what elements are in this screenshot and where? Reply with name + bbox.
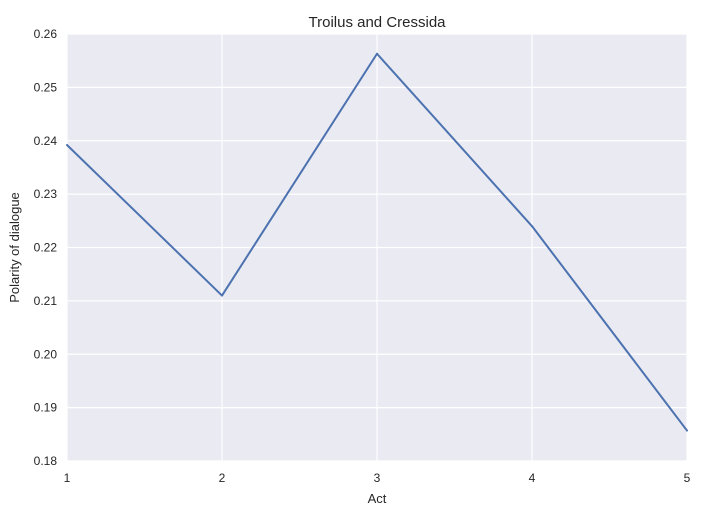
x-tick-label: 4 [529,471,536,485]
chart-title: Troilus and Cressida [309,14,447,31]
x-tick-label: 2 [219,471,226,485]
y-tick-label: 0.26 [34,27,58,41]
y-tick-labels: 0.18 0.19 0.20 0.21 0.22 0.23 0.24 0.25 0.26 [34,27,58,468]
grid-lines [66,33,688,462]
y-tick-label: 0.19 [34,401,58,415]
x-axis-label: Act [368,491,387,506]
series-layer [66,52,688,432]
x-tick-label: 5 [684,471,691,485]
y-axis-label: Polarity of dialogue [7,192,22,303]
y-tick-label: 0.22 [34,241,58,255]
data-point [376,52,378,55]
data-point [531,225,533,228]
data-point [66,144,68,147]
y-tick-label: 0.25 [34,80,58,94]
data-point [686,429,688,432]
y-tick-label: 0.18 [34,454,58,468]
data-point [221,294,223,297]
y-tick-label: 0.24 [34,134,58,148]
y-tick-label: 0.23 [34,187,58,201]
y-tick-label: 0.20 [34,347,58,361]
x-tick-label: 1 [64,471,71,485]
x-tick-labels: 1 2 3 4 5 [64,471,691,485]
y-tick-label: 0.21 [34,294,58,308]
x-tick-label: 3 [374,471,381,485]
